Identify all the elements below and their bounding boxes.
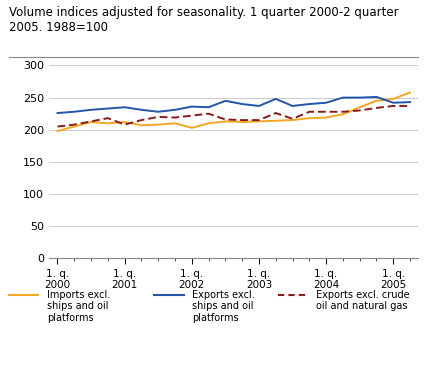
Text: Volume indices adjusted for seasonality. 1 quarter 2000-2 quarter
2005. 1988=100: Volume indices adjusted for seasonality.…: [9, 6, 397, 34]
Text: Exports excl. crude
oil and natural gas: Exports excl. crude oil and natural gas: [315, 290, 409, 311]
Text: Imports excl.
ships and oil
platforms: Imports excl. ships and oil platforms: [47, 290, 110, 323]
Text: Exports excl.
ships and oil
platforms: Exports excl. ships and oil platforms: [192, 290, 254, 323]
